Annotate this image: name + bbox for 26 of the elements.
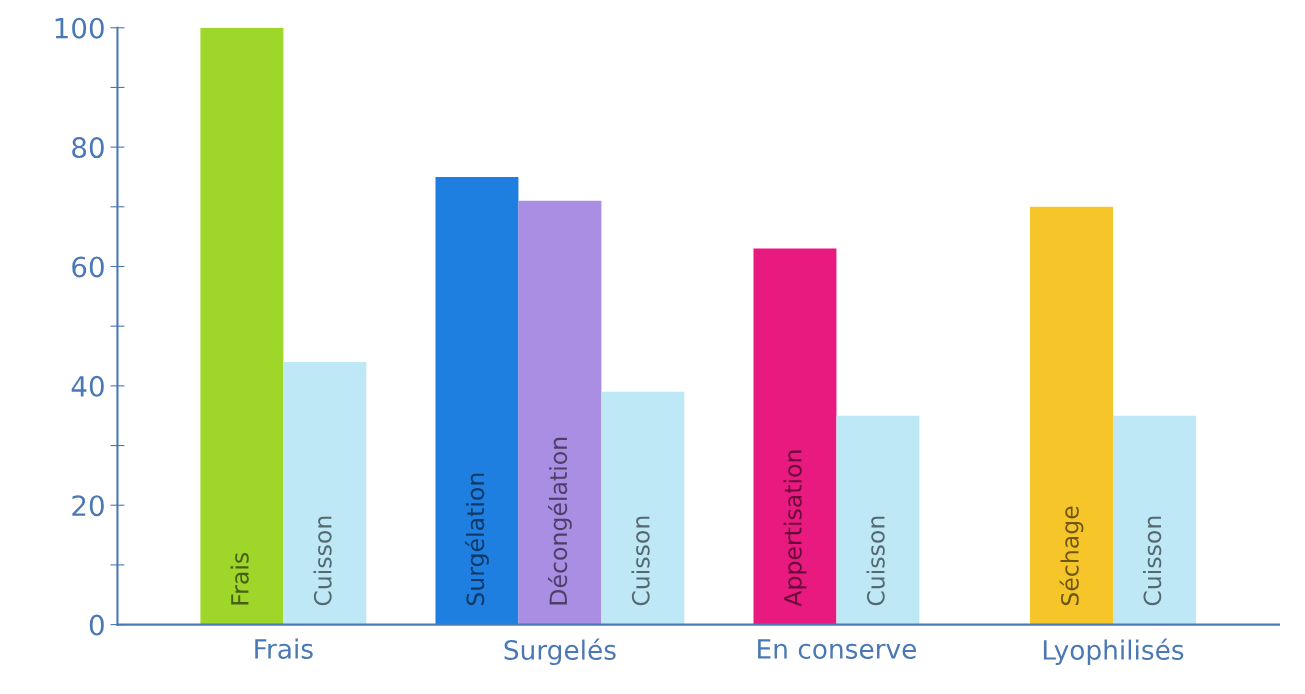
bar — [836, 415, 920, 625]
data-label: Frais — [230, 552, 249, 605]
y-tick-label: 60 — [72, 256, 104, 278]
y-tick-label: 20 — [72, 495, 104, 517]
y-tick-label: 80 — [72, 137, 104, 159]
y-tick-label: 100 — [55, 17, 104, 39]
x-tick-label: Surgelés — [504, 638, 616, 666]
data-label: Surgélation — [465, 473, 489, 606]
data-label: Appertisation — [783, 450, 807, 607]
x-tick-label: Lyophilisés — [1043, 638, 1184, 666]
bar — [753, 248, 837, 625]
bar — [1030, 206, 1113, 625]
data-label: Cuisson — [866, 516, 885, 606]
x-tick-label: Frais — [255, 638, 313, 659]
data-label: Cuisson — [313, 516, 332, 606]
y-tick-label: 0 — [89, 614, 104, 636]
data-label: Séchage — [1059, 506, 1084, 606]
y-tick-label: 40 — [71, 375, 104, 397]
bar — [601, 391, 685, 625]
data-label: Cuisson — [631, 516, 650, 606]
bar — [200, 27, 284, 625]
data-label: Cuisson — [1143, 516, 1162, 606]
bar — [1112, 415, 1196, 625]
bar — [283, 361, 367, 625]
data-label: Décongélation — [548, 437, 572, 605]
x-tick-label: En conserve — [758, 639, 916, 659]
